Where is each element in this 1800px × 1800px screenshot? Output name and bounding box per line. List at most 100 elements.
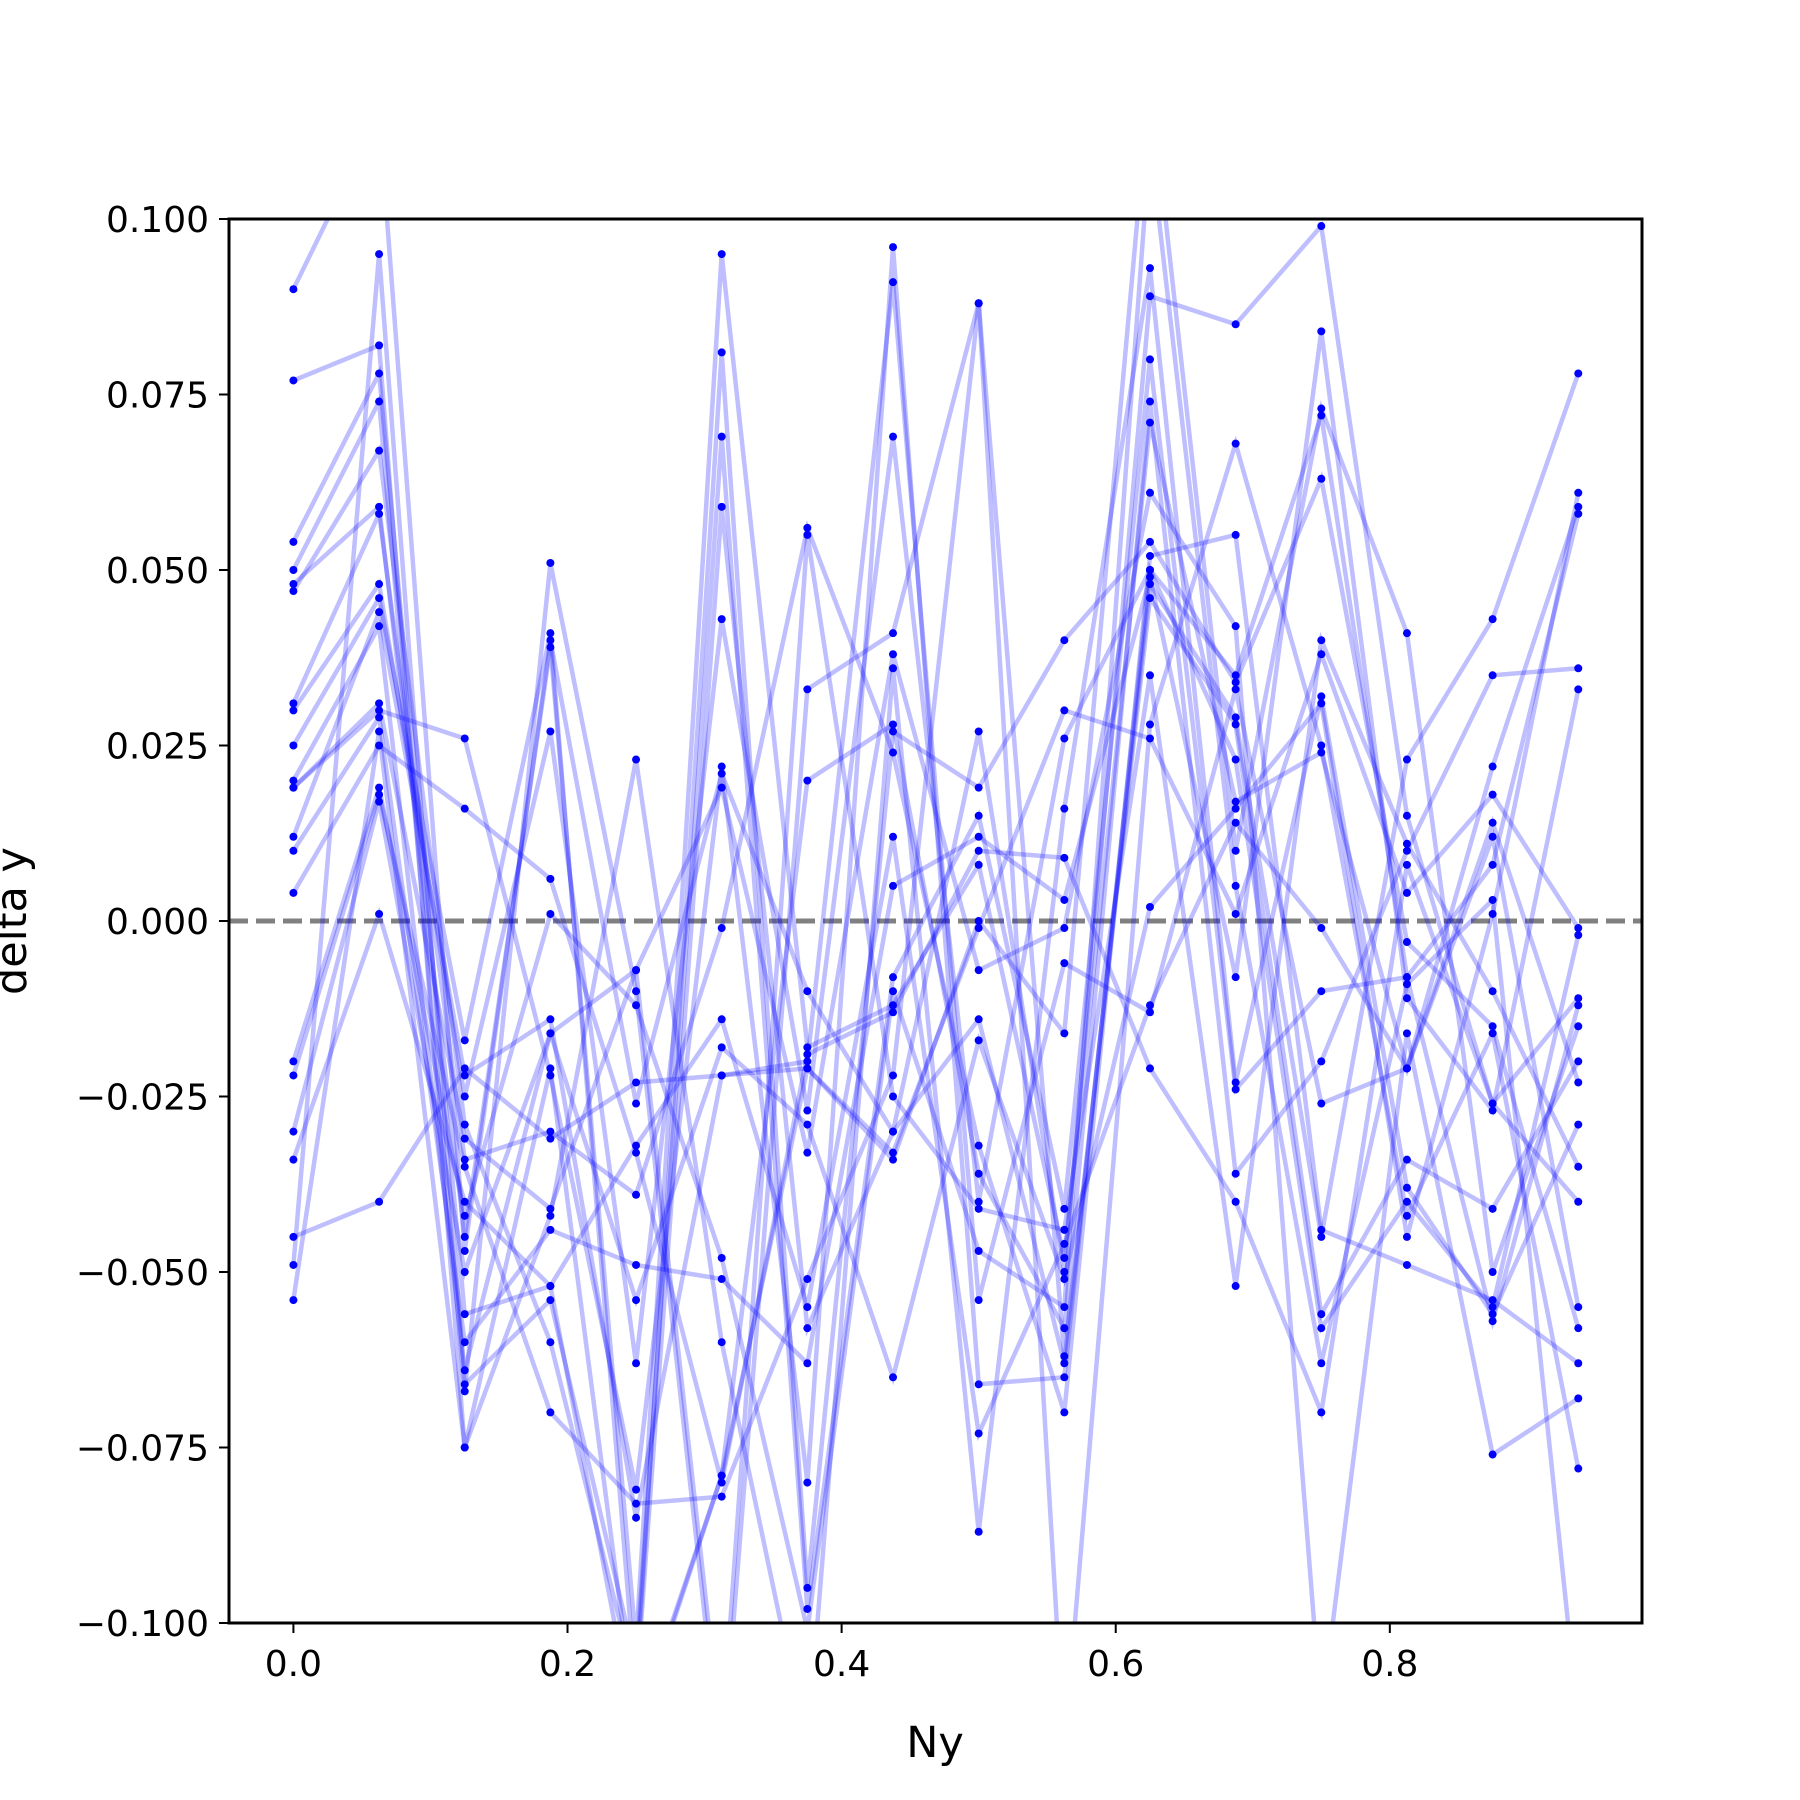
data-point: [1231, 881, 1240, 890]
data-point: [1317, 741, 1326, 750]
data-point: [460, 804, 469, 813]
data-point: [717, 1043, 726, 1052]
y-tick-label: 0.000: [106, 902, 209, 943]
data-point: [803, 1478, 812, 1487]
data-point: [1402, 1064, 1411, 1073]
data-point: [1317, 1359, 1326, 1368]
data-point: [1402, 1211, 1411, 1220]
data-point: [289, 706, 298, 715]
data-point: [1488, 1296, 1497, 1305]
data-point: [1060, 1745, 1068, 1753]
data-point: [889, 1148, 898, 1157]
data-point: [1317, 327, 1326, 336]
data-point: [1317, 1225, 1326, 1234]
data-point: [546, 643, 555, 652]
data-point: [1402, 980, 1411, 989]
data-point: [1145, 264, 1154, 273]
data-point: [632, 1141, 641, 1150]
data-point: [1402, 629, 1411, 638]
data-point: [632, 1099, 641, 1108]
data-point: [375, 1197, 384, 1206]
data-point: [375, 580, 384, 589]
data-point: [889, 832, 898, 841]
data-point: [375, 250, 384, 259]
data-point: [460, 1120, 469, 1129]
data-point: [375, 622, 384, 631]
data-point: [632, 1682, 640, 1690]
data-point: [1145, 355, 1154, 364]
data-point: [1145, 594, 1154, 603]
y-tick-label: −0.100: [76, 1604, 209, 1645]
data-point: [460, 1246, 469, 1255]
data-point: [889, 629, 898, 638]
data-point: [375, 699, 384, 708]
data-point: [546, 1134, 555, 1143]
data-point: [546, 1015, 555, 1024]
data-point: [1488, 762, 1497, 771]
data-point: [1574, 1464, 1583, 1473]
data-point: [1402, 973, 1411, 982]
data-point: [546, 558, 555, 567]
data-point: [803, 685, 812, 694]
data-point: [289, 376, 298, 385]
data-point: [1488, 1099, 1497, 1108]
data-point: [803, 1324, 812, 1333]
x-tick-label: 0.8: [1361, 1644, 1418, 1685]
data-point: [289, 580, 298, 589]
series-line-22: [291, 219, 1581, 1623]
data-point: [460, 1366, 469, 1375]
data-point: [1317, 1408, 1326, 1417]
data-point: [717, 432, 726, 441]
data-point: [546, 1225, 555, 1234]
data-point: [375, 706, 384, 715]
data-point: [375, 741, 384, 750]
data-point: [889, 727, 898, 736]
data-point: [717, 1015, 726, 1024]
data-point: [1317, 636, 1326, 645]
data-point: [1574, 685, 1583, 694]
data-point: [717, 1338, 726, 1347]
data-point: [803, 1148, 812, 1157]
data-point: [1574, 1001, 1583, 1010]
data-point: [717, 250, 726, 259]
data-point: [1145, 397, 1154, 406]
data-point: [974, 1204, 983, 1213]
data-point: [1060, 1029, 1069, 1038]
data-point: [1060, 1275, 1069, 1284]
data-point: [1488, 860, 1497, 869]
data-point: [1231, 846, 1240, 855]
data-point: [1488, 671, 1497, 680]
data-point: [546, 1338, 555, 1347]
data-point: [803, 987, 812, 996]
data-point: [717, 783, 726, 792]
data-point: [974, 727, 983, 736]
data-point: [889, 1071, 898, 1080]
data-point: [1231, 973, 1240, 982]
data-point: [375, 110, 383, 118]
data-point: [889, 243, 898, 252]
points-group: [289, 110, 1583, 1753]
data-point: [546, 1282, 555, 1291]
data-point: [1574, 1078, 1583, 1087]
data-point: [974, 1197, 983, 1206]
data-point: [460, 1064, 469, 1073]
series-line-9: [291, 372, 1581, 1623]
data-point: [1574, 1717, 1582, 1725]
data-point: [375, 509, 384, 518]
data-point: [974, 917, 983, 925]
data-point: [717, 924, 726, 933]
series-line-15: [291, 742, 1580, 1484]
data-point: [1488, 1268, 1497, 1276]
data-point: [460, 1338, 469, 1347]
data-point: [546, 1071, 555, 1080]
data-point: [1402, 1197, 1411, 1206]
y-tick-label: 0.025: [106, 727, 209, 768]
data-point: [1231, 530, 1240, 539]
data-point: [375, 341, 384, 350]
data-point: [1231, 1197, 1240, 1206]
data-point: [375, 397, 384, 406]
data-point: [1488, 1204, 1497, 1213]
data-point: [1231, 720, 1240, 729]
data-point: [717, 502, 726, 511]
data-point: [289, 537, 298, 546]
